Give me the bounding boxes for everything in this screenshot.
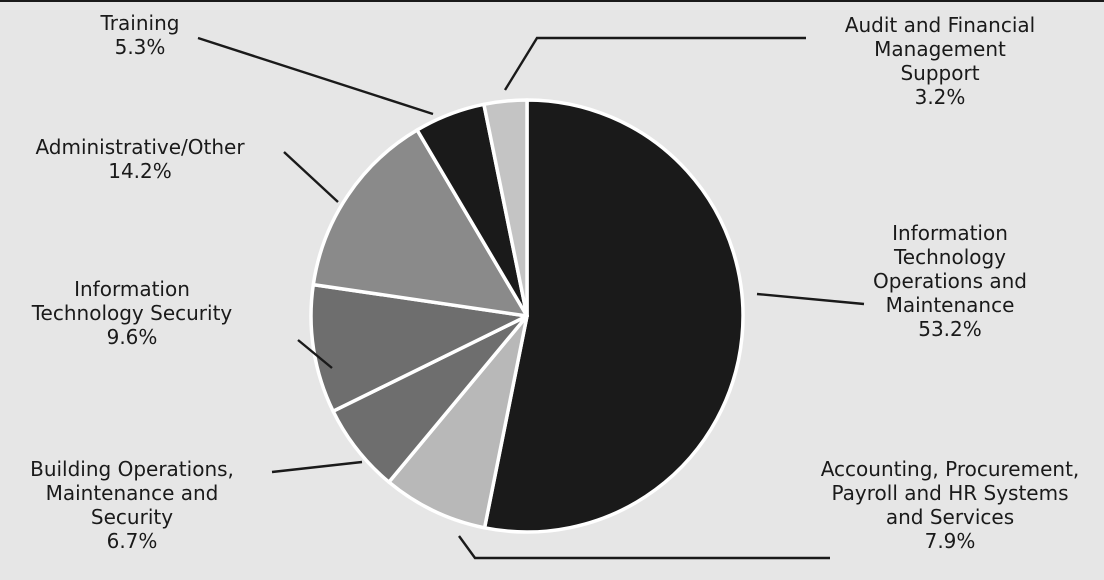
leader-line-information-technology-security xyxy=(297,339,333,369)
slices-layer xyxy=(309,98,745,534)
slice-label-line: Information xyxy=(74,277,190,301)
leader-line-administrative-other xyxy=(283,151,339,203)
slice-label-line: Technology Security xyxy=(31,301,233,325)
slice-label-line: Audit and Financial xyxy=(845,13,1035,37)
slice-label-line: Maintenance and xyxy=(46,481,219,505)
slice-label-accounting-procurement-payroll-and-hr-systems-and-services: Accounting, Procurement, Payroll and HR S… xyxy=(821,457,1080,553)
pie-slice-information-technology-operations-and-maintenance xyxy=(482,98,745,534)
slice-label-information-technology-security: Information Technology Security 9.6% xyxy=(31,277,233,349)
leader-line-accounting-procurement-payroll-and-hr-systems-and-services xyxy=(458,535,830,560)
pie-slice-audit-and-financial-management-support xyxy=(482,98,529,318)
pie-slice-administrative-other xyxy=(311,128,529,318)
slice-label-line: Administrative/Other xyxy=(35,135,245,159)
slice-label-line: Payroll and HR Systems xyxy=(831,481,1068,505)
slice-label-line: Maintenance xyxy=(886,293,1015,317)
pie-slice-accounting-procurement-payroll-and-hr-systems-and-services xyxy=(387,314,529,530)
slice-label-line: Building Operations, xyxy=(30,457,234,481)
labels-layer: Information Technology Operations and Maint… xyxy=(30,11,1079,553)
slice-percent-label: 14.2% xyxy=(108,159,172,183)
slice-percent-label: 9.6% xyxy=(107,325,158,349)
slice-percent-label: 6.7% xyxy=(107,529,158,553)
slice-label-line: Training xyxy=(100,11,180,35)
slice-label-line: Management xyxy=(874,37,1006,61)
slice-label-line: Information xyxy=(892,221,1008,245)
slice-percent-label: 53.2% xyxy=(918,317,982,341)
leader-lines xyxy=(197,36,865,560)
slice-label-line: and Services xyxy=(886,505,1014,529)
slice-percent-label: 3.2% xyxy=(915,85,966,109)
slice-label-line: Security xyxy=(91,505,173,529)
slice-label-information-technology-operations-and-maintenance: Information Technology Operations and Maint… xyxy=(873,221,1027,341)
slice-percent-label: 5.3% xyxy=(115,35,166,59)
leader-line-audit-and-financial-management-support xyxy=(503,36,806,91)
slice-label-line: Support xyxy=(900,61,979,85)
leader-line-training xyxy=(197,36,434,116)
slice-label-training: Training 5.3% xyxy=(100,11,180,59)
slice-label-administrative-other: Administrative/Other 14.2% xyxy=(35,135,245,183)
leader-line-building-operations-maintenance-and-security xyxy=(271,460,363,474)
slice-label-building-operations-maintenance-and-security: Building Operations, Maintenance and Secur… xyxy=(30,457,234,553)
slice-percent-label: 7.9% xyxy=(925,529,976,553)
slice-label-line: Technology xyxy=(893,245,1006,269)
slice-label-line: Accounting, Procurement, xyxy=(821,457,1080,481)
pie-slice-information-technology-security xyxy=(309,282,529,413)
leader-line-information-technology-operations-and-maintenance xyxy=(756,292,865,306)
slice-label-audit-and-financial-management-support: Audit and Financial Management Support 3.2% xyxy=(845,13,1035,109)
slice-label-line: Operations and xyxy=(873,269,1027,293)
